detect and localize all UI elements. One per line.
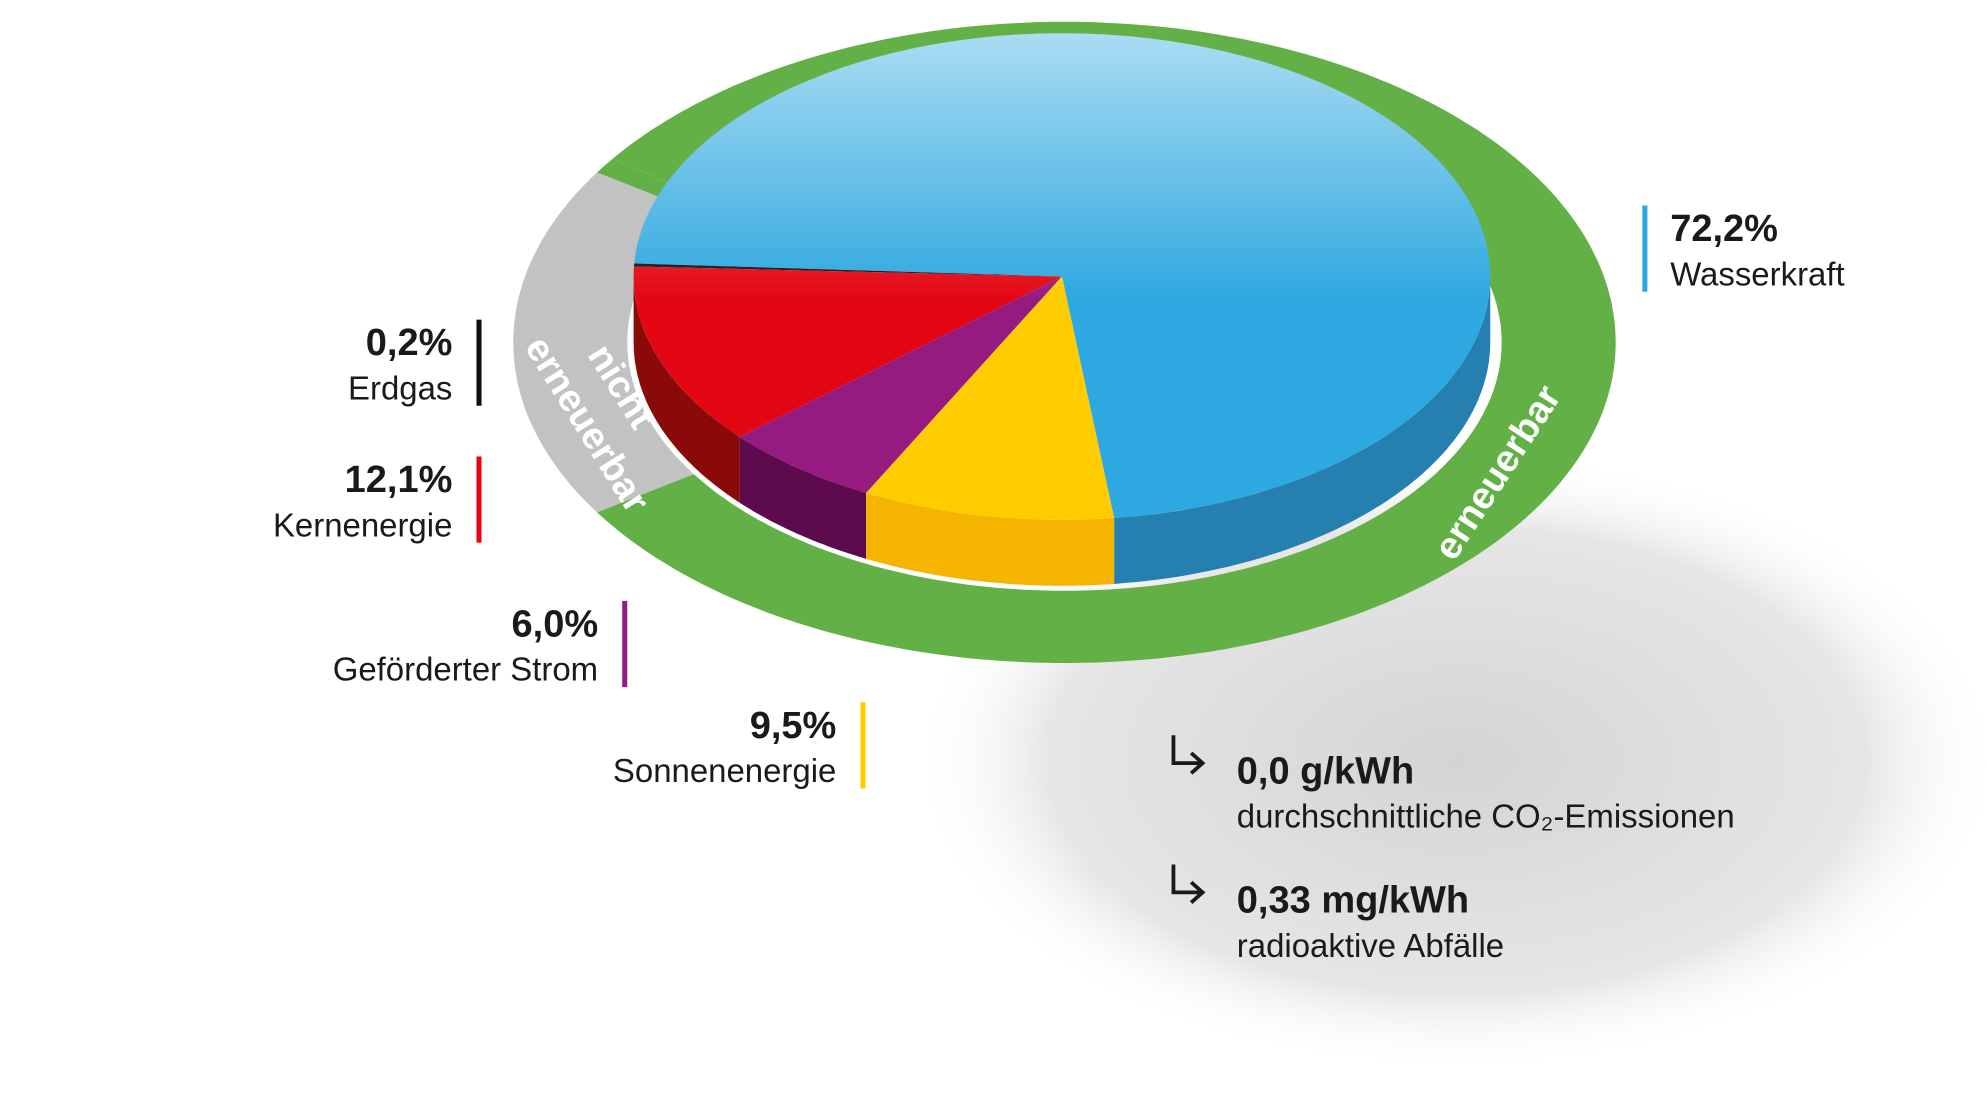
arrow-icon: [1171, 864, 1206, 904]
value-label: 9,5%: [750, 705, 837, 747]
value-label: 12,1%: [345, 459, 453, 501]
category-label: Sonnenenergie: [613, 752, 836, 789]
pie: [633, 33, 1491, 586]
category-label: Wasserkraft: [1670, 255, 1844, 292]
category-label: Erdgas: [348, 369, 452, 406]
annotation-label: durchschnittliche CO₂-Emissionen: [1237, 798, 1735, 835]
category-label: Kernenergie: [273, 506, 452, 543]
value-label: 0,2%: [366, 322, 453, 364]
annotation-value: 0,33 mg/kWh: [1237, 880, 1469, 922]
value-label: 72,2%: [1670, 208, 1778, 250]
annotation-value: 0,0 g/kWh: [1237, 750, 1414, 792]
arrow-icon: [1171, 735, 1206, 775]
value-label: 6,0%: [512, 603, 599, 645]
labels: 72,2% Wasserkraft 0,2% Erdgas 12,1% Kernenerg…: [273, 205, 1845, 789]
category-label: Geförderter Strom: [333, 651, 598, 688]
annotations: 0,0 g/kWh durchschnittliche CO₂-Emissione…: [1171, 735, 1735, 964]
annotation-label: radioaktive Abfälle: [1237, 927, 1504, 964]
